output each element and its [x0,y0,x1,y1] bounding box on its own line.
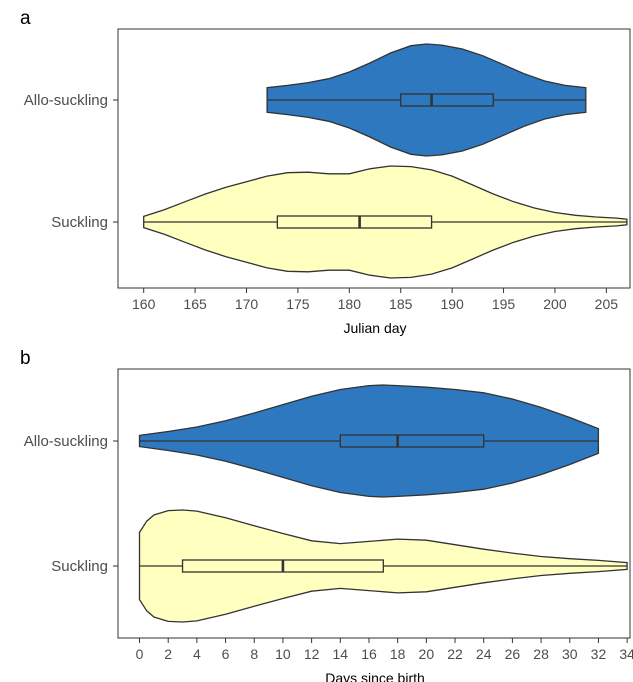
x-tick-label: 34 [619,646,633,662]
x-tick-label: 16 [361,646,377,662]
x-tick-label: 20 [419,646,435,662]
x-tick-label: 32 [591,646,607,662]
x-tick-label: 205 [595,296,619,312]
x-tick-label: 4 [193,646,201,662]
x-tick-label: 2 [164,646,172,662]
violin-allo-suckling [266,43,587,157]
x-tick-label: 175 [286,296,310,312]
iqr-box [400,93,494,107]
panel-label: a [20,8,31,29]
x-tick-label: 195 [492,296,516,312]
x-tick-label: 170 [235,296,259,312]
x-tick-label: 6 [222,646,230,662]
x-tick-label: 200 [543,296,567,312]
x-tick-label: 30 [562,646,578,662]
x-tick-label: 28 [533,646,549,662]
x-tick-label: 180 [338,296,362,312]
x-tick-label: 8 [250,646,258,662]
x-tick-label: 24 [476,646,492,662]
x-tick-label: 26 [505,646,521,662]
x-tick-label: 10 [275,646,291,662]
plot-frame [117,368,631,639]
y-category-label: Suckling [51,214,108,231]
y-category-label: Allo-suckling [24,92,108,109]
x-tick-label: 165 [183,296,207,312]
x-tick-label: 0 [136,646,144,662]
iqr-box [276,215,433,229]
violin-allo-suckling [138,384,600,498]
x-axis-title: Julian day [343,320,406,336]
plot-frame [117,28,631,289]
x-tick-label: 22 [447,646,463,662]
x-tick-label: 18 [390,646,406,662]
x-tick-label: 14 [333,646,349,662]
x-tick-label: 160 [132,296,156,312]
y-category-label: Suckling [51,558,108,575]
x-tick-label: 185 [389,296,413,312]
panel-a: a 160 165 170 175 180 185 190 195 200 205 Julian da… [20,8,631,336]
x-axis-title: Days since birth [325,670,425,682]
x-tick-label: 190 [440,296,464,312]
y-category-label: Allo-suckling [24,433,108,450]
x-tick-label: 12 [304,646,320,662]
panel-label: b [20,348,31,369]
iqr-box [339,434,485,448]
violin-suckling [143,165,628,279]
